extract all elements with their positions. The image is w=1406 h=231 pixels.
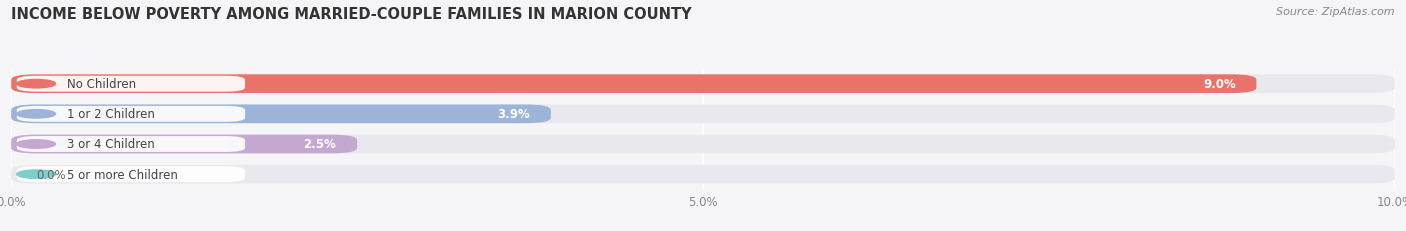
Circle shape <box>17 140 55 149</box>
Text: INCOME BELOW POVERTY AMONG MARRIED-COUPLE FAMILIES IN MARION COUNTY: INCOME BELOW POVERTY AMONG MARRIED-COUPL… <box>11 7 692 22</box>
Text: Source: ZipAtlas.com: Source: ZipAtlas.com <box>1277 7 1395 17</box>
Circle shape <box>17 110 55 119</box>
FancyBboxPatch shape <box>11 105 551 124</box>
FancyBboxPatch shape <box>11 75 1257 94</box>
Text: 0.0%: 0.0% <box>37 168 66 181</box>
FancyBboxPatch shape <box>11 75 1395 94</box>
Text: 9.0%: 9.0% <box>1204 78 1236 91</box>
FancyBboxPatch shape <box>17 137 245 152</box>
Text: 5 or more Children: 5 or more Children <box>66 168 177 181</box>
Text: 1 or 2 Children: 1 or 2 Children <box>66 108 155 121</box>
Circle shape <box>17 170 55 179</box>
FancyBboxPatch shape <box>11 165 1395 184</box>
Circle shape <box>17 80 55 88</box>
FancyBboxPatch shape <box>17 106 245 122</box>
Text: 3.9%: 3.9% <box>498 108 530 121</box>
Text: No Children: No Children <box>66 78 136 91</box>
FancyBboxPatch shape <box>11 105 1395 124</box>
FancyBboxPatch shape <box>11 135 1395 154</box>
Text: 2.5%: 2.5% <box>304 138 336 151</box>
FancyBboxPatch shape <box>17 167 245 182</box>
FancyBboxPatch shape <box>11 135 357 154</box>
Text: 3 or 4 Children: 3 or 4 Children <box>66 138 155 151</box>
FancyBboxPatch shape <box>17 76 245 92</box>
